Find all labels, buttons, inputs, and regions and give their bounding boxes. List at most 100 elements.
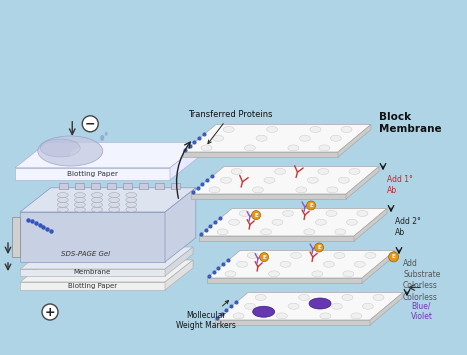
Ellipse shape — [318, 169, 329, 174]
Ellipse shape — [247, 252, 258, 258]
Text: +: + — [45, 306, 55, 318]
Text: Transferred Proteins: Transferred Proteins — [188, 110, 273, 144]
Ellipse shape — [310, 126, 321, 132]
Ellipse shape — [126, 202, 137, 207]
Ellipse shape — [57, 202, 68, 207]
Text: SDS-PAGE Gel: SDS-PAGE Gel — [61, 251, 110, 257]
Polygon shape — [215, 320, 370, 325]
Ellipse shape — [365, 252, 376, 258]
Text: E: E — [392, 255, 396, 260]
Ellipse shape — [223, 126, 234, 132]
Ellipse shape — [298, 294, 310, 300]
Polygon shape — [20, 260, 193, 282]
Ellipse shape — [341, 126, 352, 132]
Ellipse shape — [57, 197, 68, 202]
Ellipse shape — [362, 303, 374, 309]
Ellipse shape — [269, 271, 279, 277]
Ellipse shape — [225, 271, 236, 277]
Ellipse shape — [261, 229, 271, 235]
Ellipse shape — [272, 219, 283, 225]
Text: Add
Substrate
Colorless
Colorless: Add Substrate Colorless Colorless — [403, 259, 440, 301]
Polygon shape — [207, 278, 362, 283]
Circle shape — [260, 253, 269, 262]
Polygon shape — [370, 293, 403, 325]
Polygon shape — [165, 247, 193, 276]
Ellipse shape — [296, 187, 307, 193]
Polygon shape — [107, 183, 116, 189]
Circle shape — [315, 243, 324, 252]
Text: E: E — [309, 203, 313, 208]
Ellipse shape — [74, 202, 85, 207]
Ellipse shape — [212, 135, 224, 141]
Ellipse shape — [57, 192, 68, 198]
Ellipse shape — [255, 294, 266, 300]
Ellipse shape — [239, 211, 250, 217]
Ellipse shape — [237, 261, 248, 267]
Ellipse shape — [283, 211, 294, 217]
Ellipse shape — [327, 187, 338, 193]
Text: Add 2°
Ab: Add 2° Ab — [395, 217, 421, 237]
Polygon shape — [20, 212, 165, 262]
Circle shape — [306, 201, 316, 210]
Polygon shape — [199, 208, 387, 236]
Polygon shape — [15, 168, 170, 180]
Ellipse shape — [105, 132, 108, 136]
Polygon shape — [20, 188, 196, 212]
Ellipse shape — [307, 177, 318, 183]
Text: Blotting Paper: Blotting Paper — [67, 171, 118, 177]
Ellipse shape — [256, 135, 267, 141]
Ellipse shape — [92, 202, 103, 207]
Polygon shape — [171, 183, 180, 189]
Ellipse shape — [109, 197, 120, 202]
Ellipse shape — [288, 303, 299, 309]
Text: E: E — [317, 245, 321, 250]
Polygon shape — [183, 152, 338, 157]
Ellipse shape — [40, 139, 80, 157]
Ellipse shape — [351, 313, 362, 319]
Polygon shape — [215, 293, 403, 320]
Ellipse shape — [320, 313, 331, 319]
Ellipse shape — [126, 207, 137, 212]
Polygon shape — [139, 183, 148, 189]
Ellipse shape — [109, 192, 120, 198]
Ellipse shape — [38, 136, 103, 166]
Ellipse shape — [245, 303, 255, 309]
Ellipse shape — [74, 207, 85, 212]
Ellipse shape — [290, 252, 302, 258]
Polygon shape — [91, 183, 100, 189]
Polygon shape — [123, 183, 132, 189]
Circle shape — [389, 252, 399, 262]
Ellipse shape — [324, 261, 334, 267]
Ellipse shape — [354, 261, 365, 267]
Ellipse shape — [126, 192, 137, 198]
Text: −: − — [85, 117, 95, 130]
Polygon shape — [12, 217, 20, 257]
Ellipse shape — [299, 135, 311, 141]
Ellipse shape — [343, 271, 354, 277]
Ellipse shape — [315, 219, 326, 225]
Ellipse shape — [109, 202, 120, 207]
Polygon shape — [20, 282, 165, 290]
Ellipse shape — [253, 187, 263, 193]
Ellipse shape — [70, 147, 100, 161]
Ellipse shape — [57, 207, 68, 212]
Polygon shape — [170, 142, 202, 180]
Polygon shape — [15, 142, 202, 168]
Polygon shape — [191, 166, 379, 194]
Ellipse shape — [217, 229, 228, 235]
Polygon shape — [338, 125, 371, 157]
Polygon shape — [20, 269, 165, 276]
Ellipse shape — [339, 177, 349, 183]
Ellipse shape — [280, 261, 291, 267]
Polygon shape — [20, 247, 193, 269]
Ellipse shape — [201, 145, 212, 151]
Circle shape — [82, 116, 98, 132]
Ellipse shape — [347, 219, 357, 225]
Text: Blue/
Violet: Blue/ Violet — [411, 301, 433, 321]
Ellipse shape — [220, 177, 232, 183]
Text: Add 1°
Ab: Add 1° Ab — [387, 175, 413, 195]
Ellipse shape — [309, 298, 331, 309]
Ellipse shape — [253, 306, 275, 317]
Polygon shape — [165, 260, 193, 290]
Ellipse shape — [109, 207, 120, 212]
